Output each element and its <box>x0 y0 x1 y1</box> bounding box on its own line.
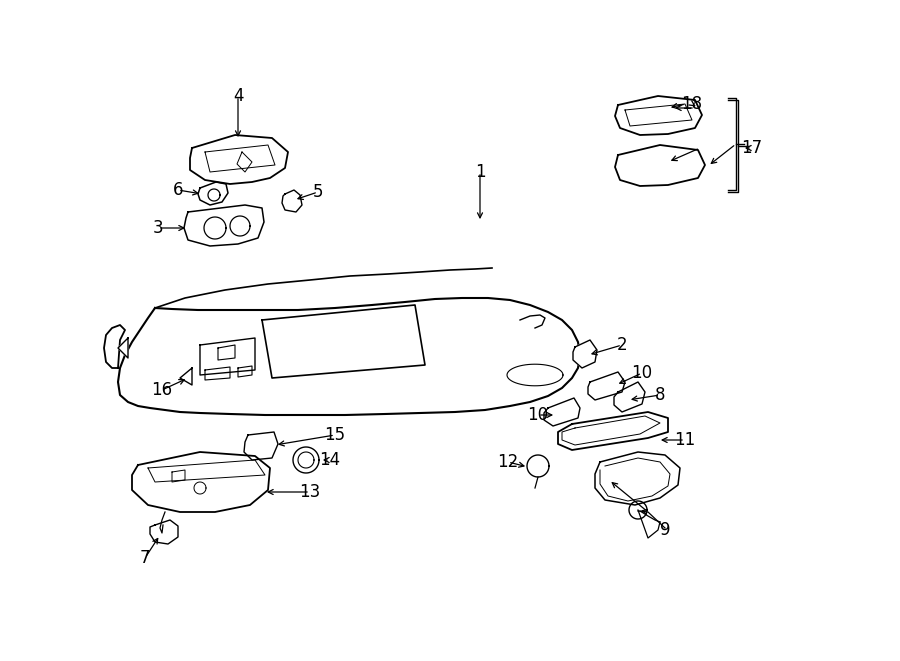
Text: 10: 10 <box>527 406 549 424</box>
Polygon shape <box>507 364 563 386</box>
Text: 11: 11 <box>674 431 696 449</box>
Polygon shape <box>150 520 178 544</box>
Polygon shape <box>558 412 668 450</box>
Polygon shape <box>200 338 255 375</box>
Polygon shape <box>118 338 128 358</box>
Polygon shape <box>104 325 125 368</box>
Polygon shape <box>282 190 302 212</box>
Text: 17: 17 <box>742 139 762 157</box>
Polygon shape <box>132 452 270 512</box>
Text: 7: 7 <box>140 549 150 567</box>
Text: 18: 18 <box>681 95 703 113</box>
Text: 1: 1 <box>474 163 485 181</box>
Polygon shape <box>573 340 597 368</box>
Text: 8: 8 <box>655 386 665 404</box>
Text: 13: 13 <box>300 483 320 501</box>
Polygon shape <box>588 372 625 400</box>
Text: 4: 4 <box>233 87 243 105</box>
Text: 15: 15 <box>324 426 346 444</box>
Text: 9: 9 <box>660 521 670 539</box>
Polygon shape <box>615 96 702 135</box>
Text: 6: 6 <box>173 181 184 199</box>
Text: 3: 3 <box>153 219 163 237</box>
Polygon shape <box>527 455 549 477</box>
Polygon shape <box>262 305 425 378</box>
Polygon shape <box>190 135 288 184</box>
Text: 5: 5 <box>313 183 323 201</box>
Polygon shape <box>614 382 645 412</box>
Polygon shape <box>629 501 647 519</box>
Text: 2: 2 <box>616 336 627 354</box>
Text: 10: 10 <box>632 364 652 382</box>
Polygon shape <box>544 398 580 426</box>
Polygon shape <box>198 182 228 205</box>
Text: 16: 16 <box>151 381 173 399</box>
Polygon shape <box>595 452 680 505</box>
Polygon shape <box>184 205 264 246</box>
Polygon shape <box>293 447 319 473</box>
Polygon shape <box>615 145 705 186</box>
Polygon shape <box>118 298 580 415</box>
Polygon shape <box>244 432 278 460</box>
Polygon shape <box>180 368 192 385</box>
Text: 14: 14 <box>320 451 340 469</box>
Text: 12: 12 <box>498 453 518 471</box>
